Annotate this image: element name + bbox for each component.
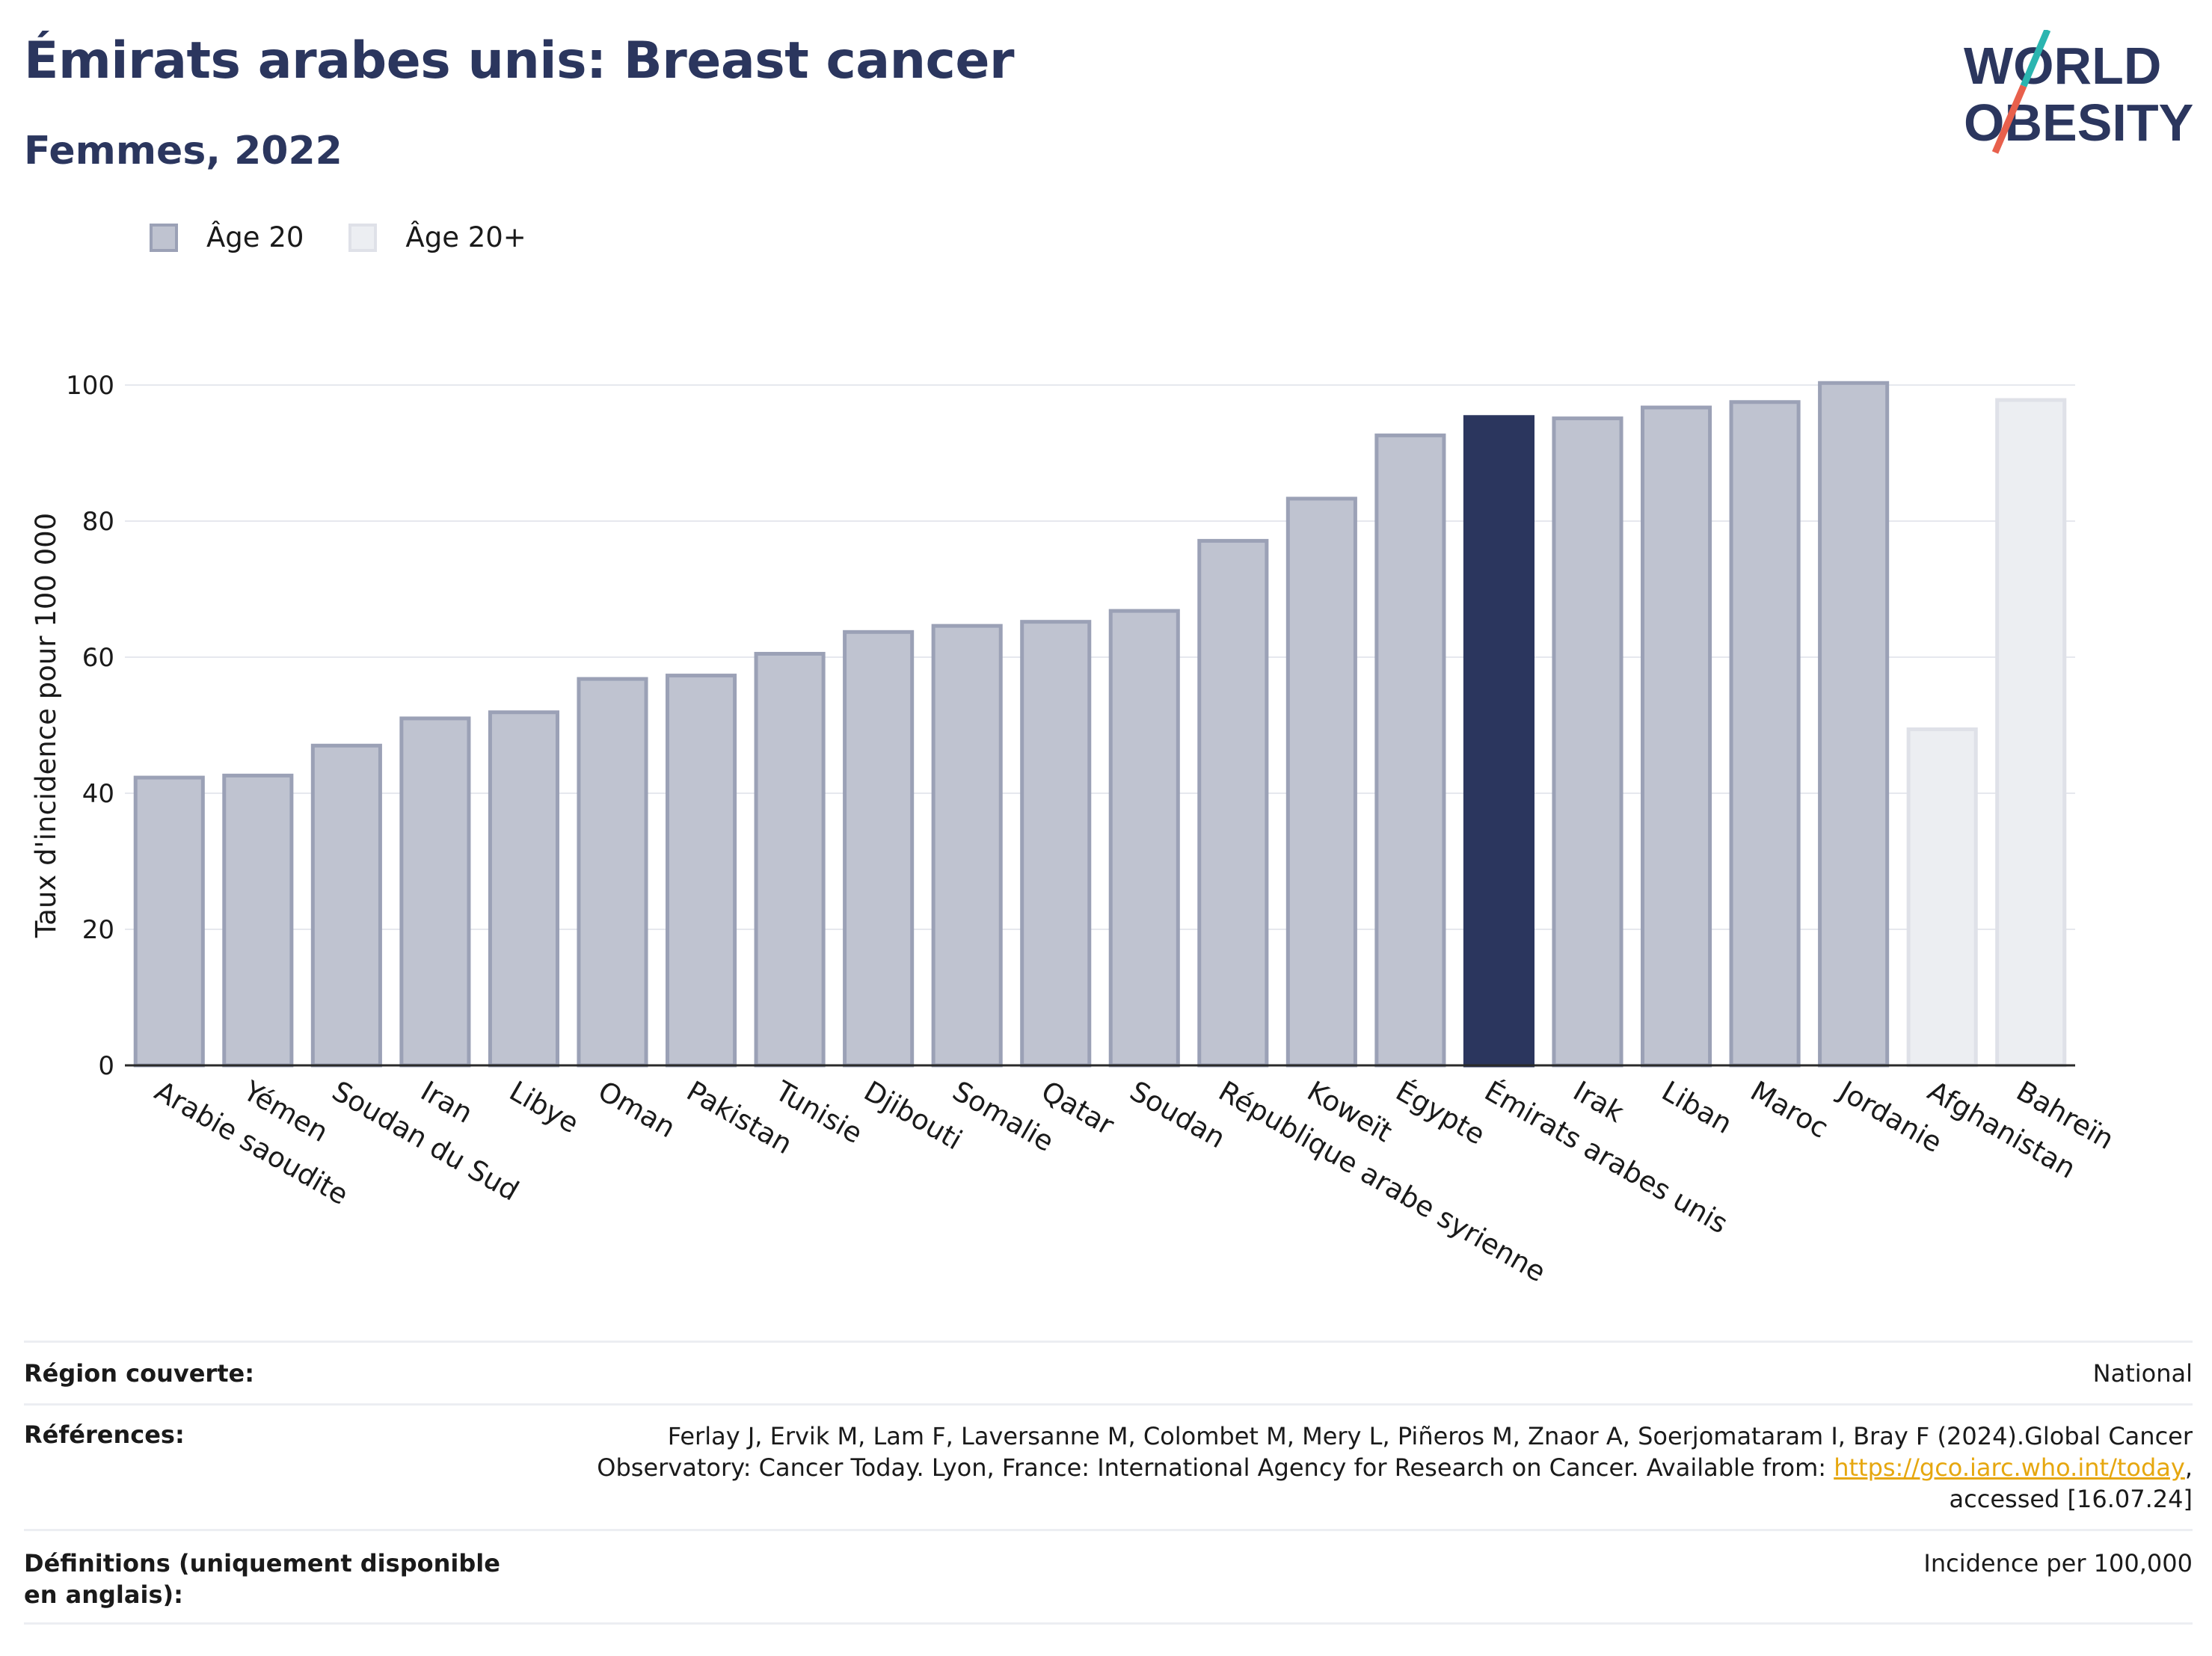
bar [1729,400,1801,1068]
x-tick-label: Irak [1568,1075,1630,1130]
bar [133,775,205,1068]
bar [488,710,560,1068]
logo-word-world: WORLD [1964,37,2161,95]
chart-title: Émirats arabes unis: Breast cancer [24,31,1015,90]
info-row-region: Région couverte: National [24,1341,2193,1403]
logo-slash-bottom [1991,84,2027,154]
legend-swatch-age20plus [348,223,378,252]
bar-chart: 0 20 40 60 80 100 Taux d'incidence pour 100 00… [30,371,2119,1288]
bar [399,716,471,1068]
world-obesity-logo: WORLD OBESITY [1964,30,2193,154]
x-tick-label: Maroc [1745,1075,1834,1145]
y-tick-label: 60 [82,643,114,673]
bar [1197,538,1269,1068]
bar [1374,433,1446,1068]
references-line-1: Ferlay J, Ervik M, Lam F, Laversanne M, … [667,1422,2193,1450]
y-tick-label: 20 [82,915,114,945]
info-row-definitions: Définitions (uniquement disponible en an… [24,1529,2193,1625]
region-value: National [2092,1358,2193,1388]
references-value: Ferlay J, Ervik M, Lam F, Laversanne M, … [597,1420,2193,1529]
info-table: Région couverte: National Références: Fe… [24,1341,2193,1625]
x-tick-label: Djibouti [858,1075,968,1157]
y-tick-label: 0 [98,1051,114,1081]
references-label: Références: [24,1420,185,1449]
bar [1640,405,1712,1068]
y-axis-title: Taux d'incidence pour 100 000 [30,513,62,938]
bar [1552,416,1623,1068]
legend-item-age20[interactable]: Âge 20 [150,221,304,253]
logo-slash-top [2020,30,2051,87]
bar [1463,415,1535,1068]
references-line-2: Observatory: Cancer Today. Lyon, France:… [597,1452,2193,1483]
references-link[interactable]: https://gco.iarc.who.int/today [1834,1453,2185,1482]
references-line-3: accessed [16.07.24] [1949,1485,2193,1513]
references-line-2-text: Observatory: Cancer Today. Lyon, France:… [597,1453,1834,1482]
x-tick-label: Égypte [1390,1074,1490,1151]
x-tick-label: Somalie [947,1075,1060,1158]
definitions-value: Incidence per 100,000 [1923,1549,2193,1577]
legend-item-age20plus[interactable]: Âge 20+ [348,221,526,253]
bar [1285,496,1357,1068]
region-label: Région couverte: [24,1358,254,1388]
bar [1020,620,1092,1068]
bar [754,651,826,1068]
y-tick-label: 40 [82,779,114,809]
bar [310,743,382,1068]
bar [577,677,648,1068]
definitions-label: Définitions (uniquement disponible en an… [24,1549,500,1609]
legend-label-age20: Âge 20 [206,221,304,253]
bar [1995,398,2067,1068]
x-tick-label: Liban [1656,1075,1738,1140]
x-tick-label: Jordanie [1832,1074,1947,1160]
bar [1108,609,1180,1068]
x-tick-label: Libye [504,1075,584,1140]
bar [665,674,737,1068]
info-row-references: Références: Ferlay J, Ervik M, Lam F, La… [24,1403,2193,1529]
bar [843,630,915,1068]
bar [931,624,1003,1068]
x-tick-label: Soudan [1125,1075,1231,1155]
x-tick-label: Oman [593,1075,681,1145]
bar [1906,727,1978,1068]
bar [222,773,294,1068]
y-tick-label: 100 [66,371,114,401]
references-line-2-end: , [2184,1453,2193,1482]
chart-legend: Âge 20 Âge 20+ [150,221,571,253]
chart-subtitle: Femmes, 2022 [24,129,342,173]
bar [1818,381,1890,1068]
y-tick-label: 80 [82,507,114,537]
legend-swatch-age20 [150,223,178,252]
legend-label-age20plus: Âge 20+ [405,221,526,253]
